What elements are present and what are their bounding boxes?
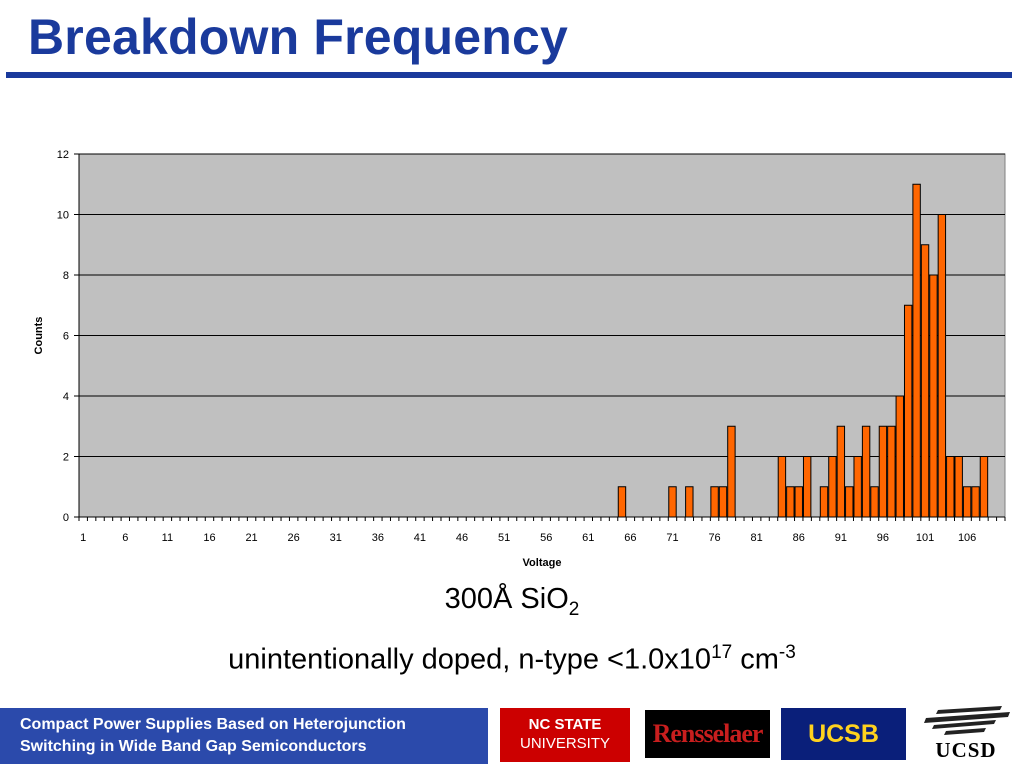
- y-tick-label-10: 10: [57, 210, 69, 222]
- y-axis-label: Counts: [33, 317, 45, 355]
- bar-89: [819, 486, 829, 518]
- bar-92: [845, 486, 854, 518]
- bar-96: [878, 425, 888, 518]
- bar-73: [685, 486, 694, 518]
- footer-line-1: Compact Power Supplies Based on Heteroju…: [20, 716, 406, 733]
- y-tick-label-12: 12: [57, 149, 69, 161]
- ucsd-logo-mark: [924, 706, 1010, 735]
- bar-97: [887, 425, 896, 518]
- x-tick-label-26: 26: [288, 532, 300, 544]
- title-underline: [6, 72, 1012, 78]
- slide-title: Breakdown Frequency: [28, 9, 569, 65]
- bar-91: [836, 425, 846, 518]
- ucsb-logo-text: UCSB: [808, 719, 879, 748]
- x-tick-label-1: 1: [80, 532, 86, 544]
- rensselaer-logo: Rensselaer: [645, 710, 770, 758]
- bar-65: [617, 486, 627, 518]
- bar-71: [668, 486, 677, 518]
- x-axis-label: Voltage: [523, 557, 562, 569]
- oxide-caption-text: 300Å SiO: [444, 583, 569, 615]
- bar-102: [929, 274, 938, 518]
- bar-87: [802, 456, 812, 518]
- x-tick-label-66: 66: [624, 532, 636, 544]
- y-tick-label-2: 2: [63, 452, 69, 464]
- bar-90: [828, 456, 837, 518]
- bar-77: [718, 486, 728, 518]
- doping-caption-text: unintentionally doped, n-type <1.0x10: [228, 643, 712, 676]
- x-tick-label-51: 51: [498, 532, 510, 544]
- bar-99: [903, 304, 913, 518]
- y-tick-label-4: 4: [63, 391, 69, 403]
- doping-unit-exponent: -3: [778, 642, 796, 663]
- bar-105: [954, 456, 963, 518]
- bar-104: [946, 456, 955, 518]
- x-tick-label-96: 96: [877, 532, 889, 544]
- bar-100: [912, 183, 921, 518]
- x-tick-label-41: 41: [414, 532, 426, 544]
- ucsd-logo: UCSD: [916, 704, 1016, 762]
- x-tick-label-21: 21: [245, 532, 257, 544]
- bar-98: [895, 395, 904, 518]
- ncstate-logo-line2: UNIVERSITY: [519, 735, 610, 752]
- x-tick-label-61: 61: [582, 532, 594, 544]
- ncstate-logo-line1: NC STATE: [528, 716, 602, 733]
- oxide-caption-subscript: 2: [568, 598, 580, 620]
- x-tick-label-36: 36: [372, 532, 384, 544]
- x-tick-label-81: 81: [751, 532, 763, 544]
- bar-84: [777, 456, 787, 518]
- doping-unit: cm: [732, 643, 779, 676]
- x-tick-label-106: 106: [958, 532, 976, 544]
- doping-exponent: 17: [711, 642, 733, 663]
- footer-line-2: Switching in Wide Band Gap Semiconductor…: [20, 738, 367, 755]
- x-tick-label-86: 86: [793, 532, 805, 544]
- bar-107: [971, 486, 980, 518]
- bar-103: [937, 214, 947, 518]
- x-tick-label-11: 11: [162, 532, 173, 544]
- y-tick-label-0: 0: [63, 512, 69, 524]
- footer-project-banner: Compact Power Supplies Based on Heteroju…: [0, 708, 488, 764]
- bar-106: [962, 486, 972, 518]
- bar-95: [870, 486, 879, 518]
- bar-93: [853, 456, 862, 518]
- bar-76: [710, 486, 719, 518]
- bar-101: [920, 244, 930, 518]
- x-tick-label-71: 71: [666, 532, 678, 544]
- x-tick-label-31: 31: [330, 532, 342, 544]
- doping-caption: unintentionally doped, n-type <1.0x1017 …: [0, 642, 1024, 677]
- bar-85: [786, 486, 795, 518]
- bar-86: [794, 486, 803, 518]
- x-tick-label-46: 46: [456, 532, 468, 544]
- ncstate-logo: NC STATE UNIVERSITY: [500, 708, 630, 762]
- y-tick-label-8: 8: [63, 270, 69, 282]
- x-tick-label-76: 76: [708, 532, 720, 544]
- y-tick-label-6: 6: [63, 331, 69, 343]
- bar-78: [727, 425, 736, 518]
- x-tick-label-91: 91: [835, 532, 847, 544]
- bar-108: [979, 456, 989, 518]
- x-tick-label-101: 101: [916, 532, 934, 544]
- x-tick-label-16: 16: [203, 532, 215, 544]
- rensselaer-logo-text: Rensselaer: [652, 719, 764, 748]
- x-tick-label-56: 56: [540, 532, 552, 544]
- ucsb-logo: UCSB: [781, 708, 906, 760]
- ucsd-logo-text: UCSD: [935, 738, 997, 762]
- x-tick-label-6: 6: [122, 532, 128, 544]
- oxide-caption: 300Å SiO2: [0, 583, 1024, 621]
- bar-94: [861, 425, 871, 518]
